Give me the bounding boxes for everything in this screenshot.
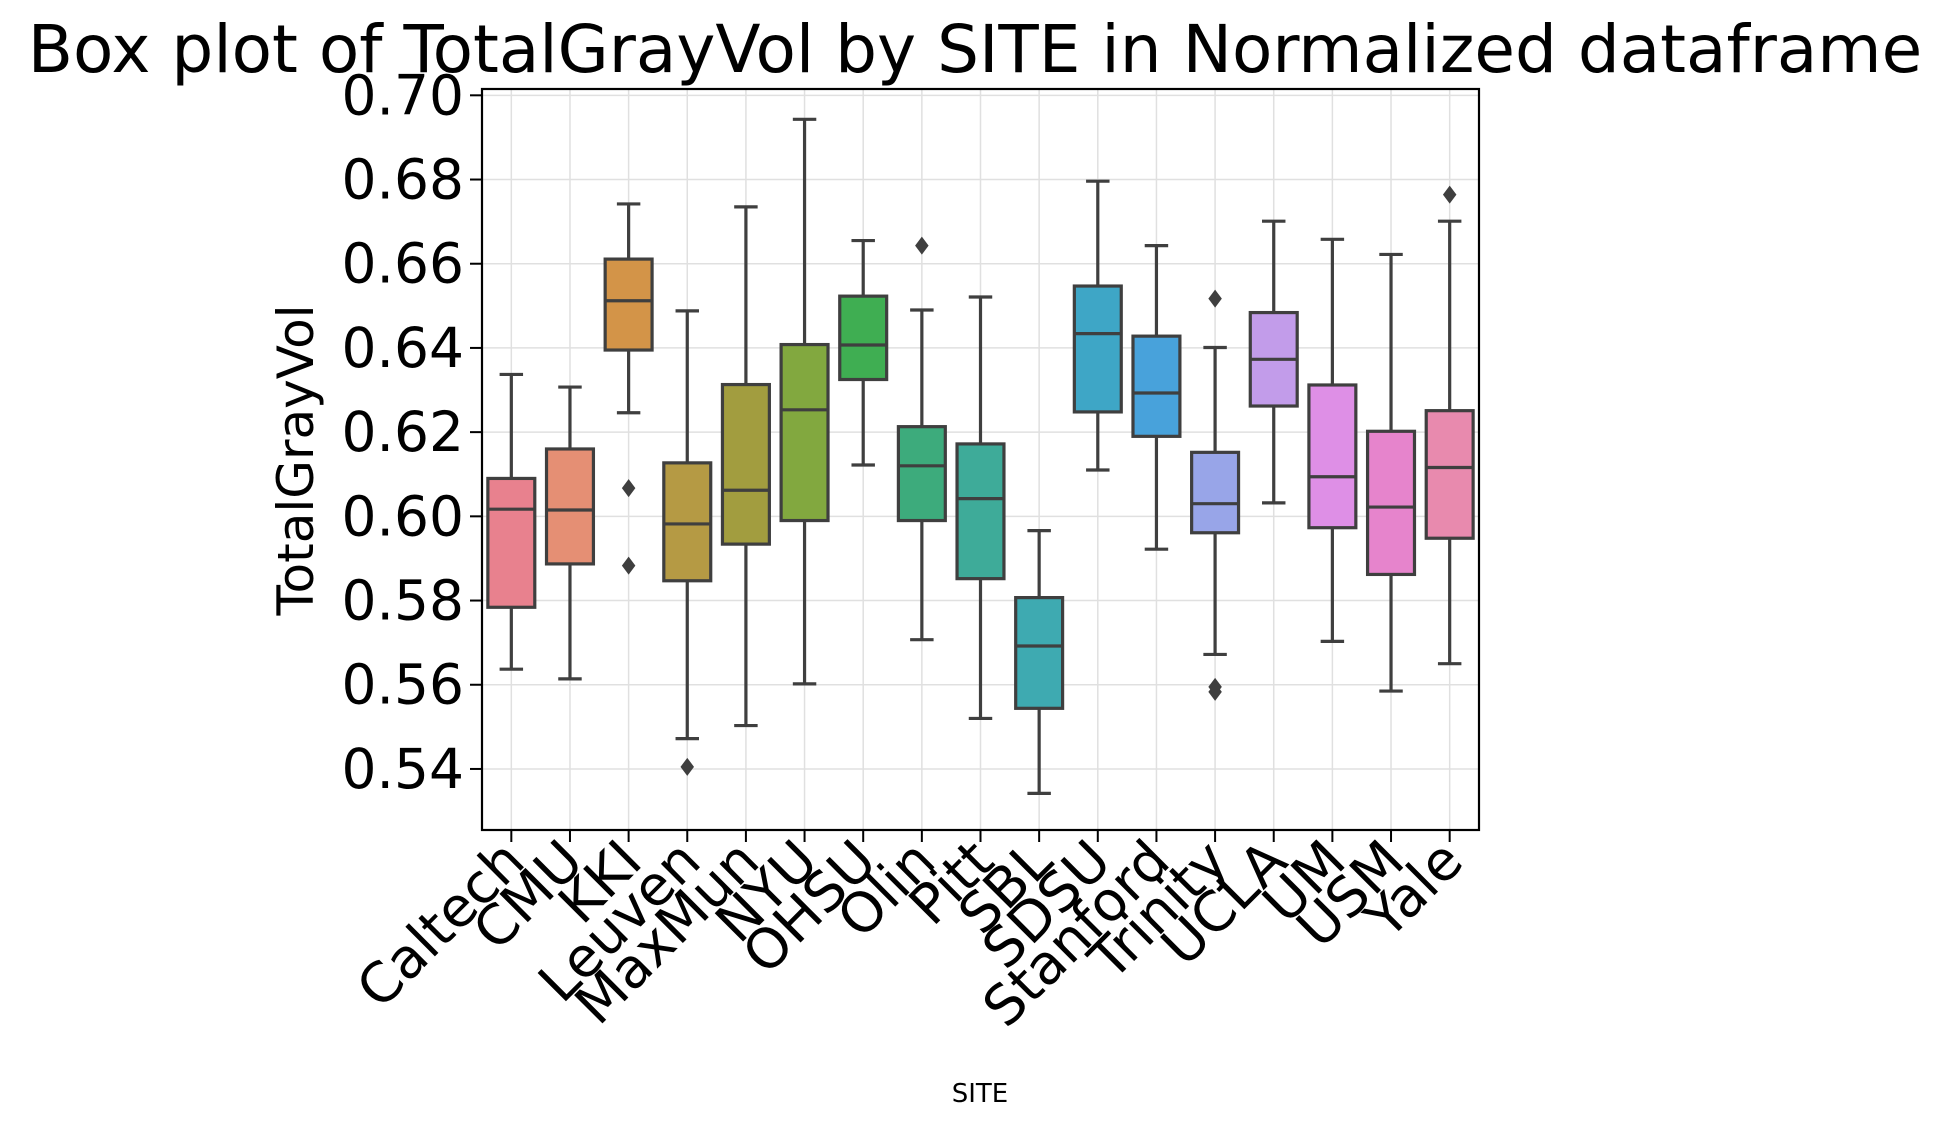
y-tick-label: 0.58: [342, 569, 464, 633]
box-body: [1131, 334, 1182, 438]
y-tick-label: 0.62: [342, 400, 464, 464]
x-axis-label: SITE: [952, 1079, 1008, 1109]
y-tick-label: 0.54: [342, 737, 464, 801]
box-yale: [1424, 185, 1475, 666]
box-maxmun: [720, 205, 771, 728]
box-trinity: [1190, 289, 1241, 701]
outlier-point: [1208, 289, 1222, 308]
box-stanford: [1131, 244, 1182, 551]
box-body: [603, 257, 654, 352]
box-cmu: [544, 385, 596, 681]
box-nyu: [779, 117, 830, 686]
box-body: [1072, 284, 1123, 414]
box-pitt: [955, 295, 1006, 721]
box-um: [1307, 237, 1358, 643]
box-body: [1014, 595, 1065, 710]
box-body: [955, 442, 1006, 581]
box-body: [544, 447, 596, 566]
y-tick-label: 0.66: [342, 232, 464, 296]
box-body: [662, 461, 713, 583]
outlier-point: [915, 236, 929, 255]
box-body: [1190, 450, 1241, 535]
box-body: [1365, 429, 1417, 577]
chart-title: Box plot of TotalGrayVol by SITE in Norm…: [28, 11, 1922, 88]
box-ucla: [1248, 219, 1299, 505]
y-tick-label: 0.68: [342, 148, 464, 212]
outlier-point: [1208, 682, 1222, 701]
y-tick-label: 0.60: [342, 484, 464, 548]
y-tick-label: 0.70: [342, 63, 464, 127]
y-tick-label: 0.64: [342, 316, 464, 380]
box-group: [486, 117, 1475, 795]
y-tick-label: 0.56: [342, 653, 464, 717]
outlier-point: [1442, 185, 1457, 204]
box-body: [896, 425, 947, 523]
outlier-point: [621, 556, 636, 575]
box-usm: [1365, 252, 1417, 693]
box-body: [838, 294, 889, 382]
box-caltech: [486, 372, 537, 671]
box-body: [779, 342, 830, 523]
outlier-point: [680, 757, 695, 776]
box-body: [720, 382, 771, 546]
box-body: [1424, 409, 1475, 540]
box-sdsu: [1072, 179, 1123, 472]
box-body: [486, 476, 537, 609]
box-body: [1307, 383, 1358, 530]
box-kki: [603, 202, 654, 575]
box-ohsu: [838, 238, 889, 467]
box-sbl: [1014, 529, 1065, 795]
y-axis-label: TotalGrayVol: [267, 304, 325, 616]
outlier-point: [621, 479, 636, 498]
box-leuven: [662, 309, 713, 776]
box-olin: [896, 236, 947, 642]
